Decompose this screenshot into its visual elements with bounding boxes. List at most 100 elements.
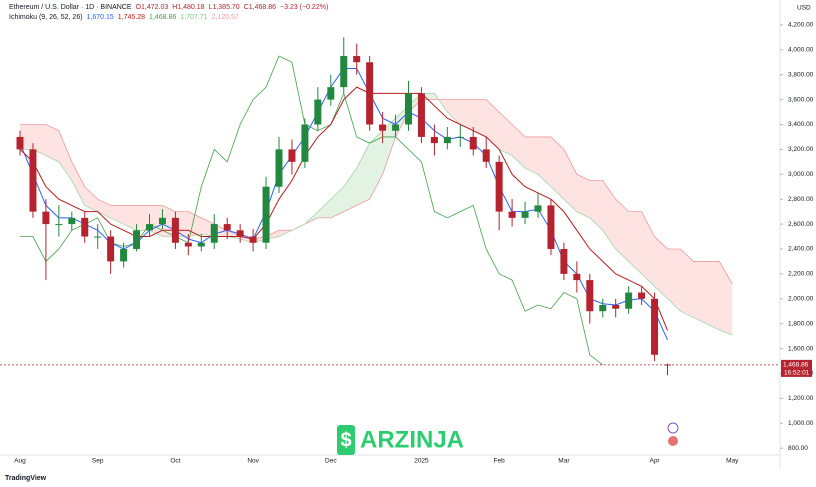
event-icon[interactable]	[668, 436, 678, 446]
y-tick-label: 1,800.00	[788, 320, 814, 327]
y-tick-label: 1,000.00	[788, 420, 814, 427]
candle-body	[120, 248, 128, 262]
candle-body	[664, 364, 671, 366]
x-tick-label: Sep	[92, 458, 104, 465]
candle-body	[158, 217, 166, 225]
candle-body	[534, 205, 542, 212]
candle-body	[249, 236, 257, 243]
watermark-logo	[337, 425, 355, 455]
indicator-value: 1,670.15	[87, 14, 114, 21]
currency: USD	[797, 5, 811, 12]
cloud-segment	[680, 248, 694, 318]
y-tick-label: 3,200.00	[788, 146, 814, 153]
watermark-text: ARZINJA	[360, 426, 464, 453]
cloud-segment	[382, 118, 396, 175]
candle-body	[443, 136, 451, 144]
candle-body	[55, 224, 63, 226]
cloud-segment	[654, 236, 668, 299]
candle-body	[547, 205, 555, 249]
cloud-segment	[615, 199, 629, 262]
cloud-segment	[45, 124, 59, 162]
x-tick-label: Dec	[325, 458, 337, 465]
candle-body	[392, 124, 400, 131]
y-tick-label: 2,200.00	[788, 271, 814, 278]
cloud-segment	[641, 211, 655, 287]
candle-body	[651, 298, 659, 355]
x-tick-label: Nov	[247, 458, 259, 465]
candle-body	[612, 304, 620, 309]
candle-body	[340, 56, 348, 88]
cloud-segment	[589, 180, 603, 231]
cloud-segment	[525, 136, 538, 175]
candle-body	[456, 136, 464, 138]
cloud-segment	[538, 136, 551, 187]
y-tick-label: 2,000.00	[788, 295, 814, 302]
cloud-segment	[706, 261, 720, 330]
x-tick-label: Oct	[170, 458, 180, 465]
y-tick-label: 4,200.00	[788, 22, 814, 29]
watermark: $ ARZINJA	[337, 425, 464, 455]
y-tick-label: 1,200.00	[788, 395, 814, 402]
y-tick-label: 3,400.00	[788, 121, 814, 128]
y-tick-label: 2,400.00	[788, 246, 814, 253]
indicator-value: 1,745.28	[118, 14, 145, 21]
candle-body	[301, 124, 309, 162]
last-price-box	[781, 359, 812, 377]
candle-body	[417, 93, 425, 137]
cloud-segment	[447, 99, 461, 125]
x-tick-label: Mar	[558, 458, 570, 465]
candle-body	[327, 87, 335, 100]
y-tick-label: 3,600.00	[788, 96, 814, 103]
cloud-segment	[719, 261, 733, 336]
cloud-segment	[110, 205, 124, 225]
candle-body	[495, 161, 503, 212]
candle-body	[146, 224, 153, 231]
indicator-line	[19, 86, 668, 331]
cloud-segment	[628, 211, 642, 274]
y-tick-label: 4,000.00	[788, 47, 814, 54]
cloud-segment	[123, 205, 137, 231]
symbol: Ethereum / U.S. Dollar · 1D · BINANCE	[9, 4, 132, 11]
cloud-segment	[460, 99, 474, 131]
candle-body	[379, 124, 387, 131]
candle-body	[42, 211, 50, 225]
cloud-segment	[602, 180, 616, 249]
candle-body	[469, 136, 477, 150]
candle-body	[94, 236, 102, 238]
cloud-segment	[71, 161, 85, 206]
indicator-line	[20, 99, 733, 284]
plot-area	[0, 37, 780, 376]
candle-body	[314, 99, 322, 125]
countdown: 16:52:01	[784, 370, 810, 377]
candle-body	[171, 217, 179, 243]
y-tick-label: 3,000.00	[788, 171, 814, 178]
candle-body	[262, 186, 270, 243]
candle-body	[482, 149, 490, 162]
candle-body	[236, 230, 244, 237]
ohlc-value: O1,472.03	[136, 4, 169, 11]
candle-body	[573, 273, 581, 281]
ohlc-value: −3.23 (−0.22%)	[280, 4, 328, 11]
candle-body	[223, 224, 231, 231]
candle-body	[586, 280, 594, 312]
candle-body	[625, 292, 633, 309]
cloud-segment	[84, 186, 98, 212]
indicator-value: 2,120.57	[212, 14, 239, 21]
candle-body	[405, 93, 412, 125]
event-icon[interactable]	[667, 422, 679, 434]
candle-body	[184, 242, 192, 247]
candle-body	[275, 149, 283, 187]
candle-body	[197, 242, 205, 247]
candle-body	[508, 211, 516, 218]
x-tick-label: May	[726, 458, 739, 465]
candle-body	[638, 292, 646, 299]
candle-body	[599, 304, 607, 312]
indicator-value: 1,707.71	[180, 14, 207, 21]
footer-logo: TradingView	[5, 475, 47, 482]
candle-body	[16, 136, 24, 150]
cloud-segment	[369, 130, 383, 200]
x-tick-label: Apr	[649, 458, 660, 465]
ohlc-value: H1,480.18	[172, 4, 204, 11]
indicator-label: Ichimoku (9, 26, 52, 26)	[9, 14, 83, 21]
